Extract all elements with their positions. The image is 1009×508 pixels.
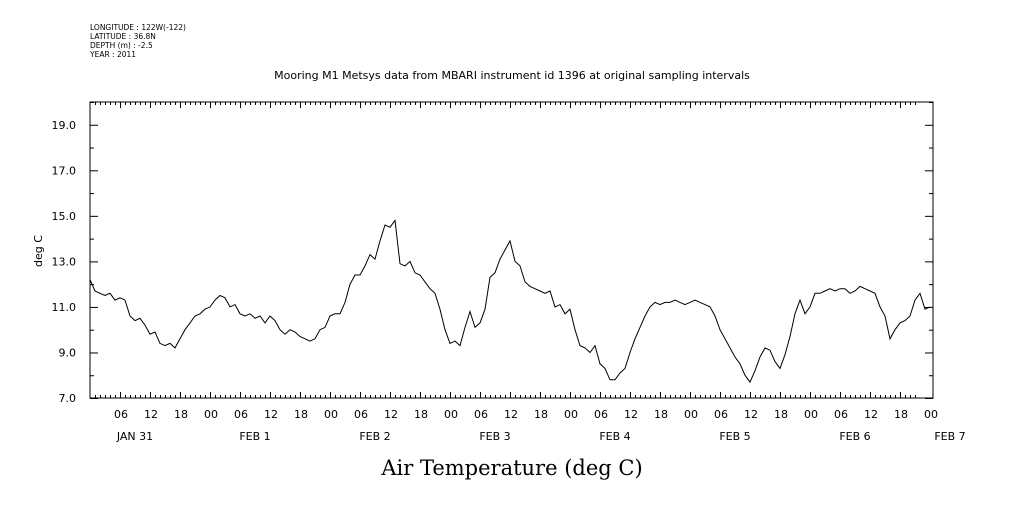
x-tick-label: 06	[234, 408, 248, 421]
x-tick-label: 06	[714, 408, 728, 421]
y-tick-label: 19.0	[52, 119, 77, 132]
x-tick-label: 00	[804, 408, 818, 421]
y-axis-label: deg C	[32, 235, 45, 267]
x-tick-label: 12	[384, 408, 398, 421]
y-tick-label: 17.0	[52, 164, 77, 177]
x-day-label: FEB 4	[599, 430, 630, 443]
chart-title: Mooring M1 Metsys data from MBARI instru…	[274, 69, 750, 82]
meta-latitude: LATITUDE : 36.8N	[90, 32, 156, 41]
x-tick-label: 06	[834, 408, 848, 421]
x-day-label: FEB 1	[239, 430, 270, 443]
x-tick-label: 12	[264, 408, 278, 421]
x-tick-label: 18	[534, 408, 548, 421]
x-day-label: FEB 5	[719, 430, 750, 443]
y-tick-label: 7.0	[59, 392, 77, 405]
x-tick-label: 00	[684, 408, 698, 421]
x-tick-label: 12	[144, 408, 158, 421]
x-day-label: FEB 7	[934, 430, 965, 443]
x-tick-label: 06	[114, 408, 128, 421]
x-tick-label: 12	[624, 408, 638, 421]
x-tick-label: 00	[444, 408, 458, 421]
x-tick-label: 12	[744, 408, 758, 421]
x-tick-label: 12	[504, 408, 518, 421]
meta-depth: DEPTH (m) : -2.5	[90, 41, 153, 50]
x-tick-label: 18	[894, 408, 908, 421]
x-tick-label: 00	[924, 408, 938, 421]
series-line	[89, 219, 931, 384]
x-tick-label: 18	[774, 408, 788, 421]
x-day-label: FEB 6	[839, 430, 870, 443]
x-tick-label: 00	[564, 408, 578, 421]
x-tick-label: 06	[474, 408, 488, 421]
meta-longitude: LONGITUDE : 122W(-122)	[90, 23, 186, 32]
tick-marks	[90, 102, 933, 399]
x-tick-label: 00	[324, 408, 338, 421]
y-tick-label: 11.0	[52, 301, 77, 314]
x-tick-labels: 06 12 18 00 06 12 18 00 06 12 18 00 06 12 18 00 06 12 18 00…	[114, 408, 938, 421]
x-day-label: JAN 31	[116, 430, 153, 443]
x-tick-label: 18	[414, 408, 428, 421]
x-tick-label: 18	[174, 408, 188, 421]
plot-frame	[89, 101, 934, 399]
metadata-block: LONGITUDE : 122W(-122) LATITUDE : 36.8N …	[89, 23, 186, 59]
y-tick-label: 13.0	[52, 255, 77, 268]
x-tick-label: 06	[594, 408, 608, 421]
x-tick-label: 18	[294, 408, 308, 421]
x-day-labels: JAN 31 FEB 1 FEB 2 FEB 3 FEB 4 FEB 5 FEB 6 FEB …	[116, 430, 966, 443]
x-tick-label: 18	[654, 408, 668, 421]
y-tick-label: 15.0	[52, 210, 77, 223]
x-tick-label: 00	[204, 408, 218, 421]
meta-year: YEAR : 2011	[89, 50, 136, 59]
y-tick-label: 9.0	[59, 346, 77, 359]
x-tick-label: 06	[354, 408, 368, 421]
x-tick-label: 12	[864, 408, 878, 421]
x-axis-title: Air Temperature (deg C)	[380, 456, 642, 480]
y-tick-labels: 7.0 9.0 11.0 13.0 15.0 17.0 19.0	[52, 119, 77, 405]
x-day-label: FEB 2	[359, 430, 390, 443]
x-day-label: FEB 3	[479, 430, 510, 443]
